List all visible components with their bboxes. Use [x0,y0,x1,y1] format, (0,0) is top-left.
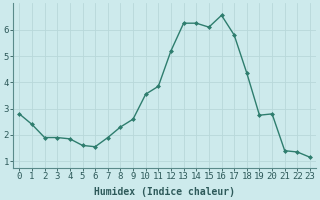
X-axis label: Humidex (Indice chaleur): Humidex (Indice chaleur) [94,186,235,197]
